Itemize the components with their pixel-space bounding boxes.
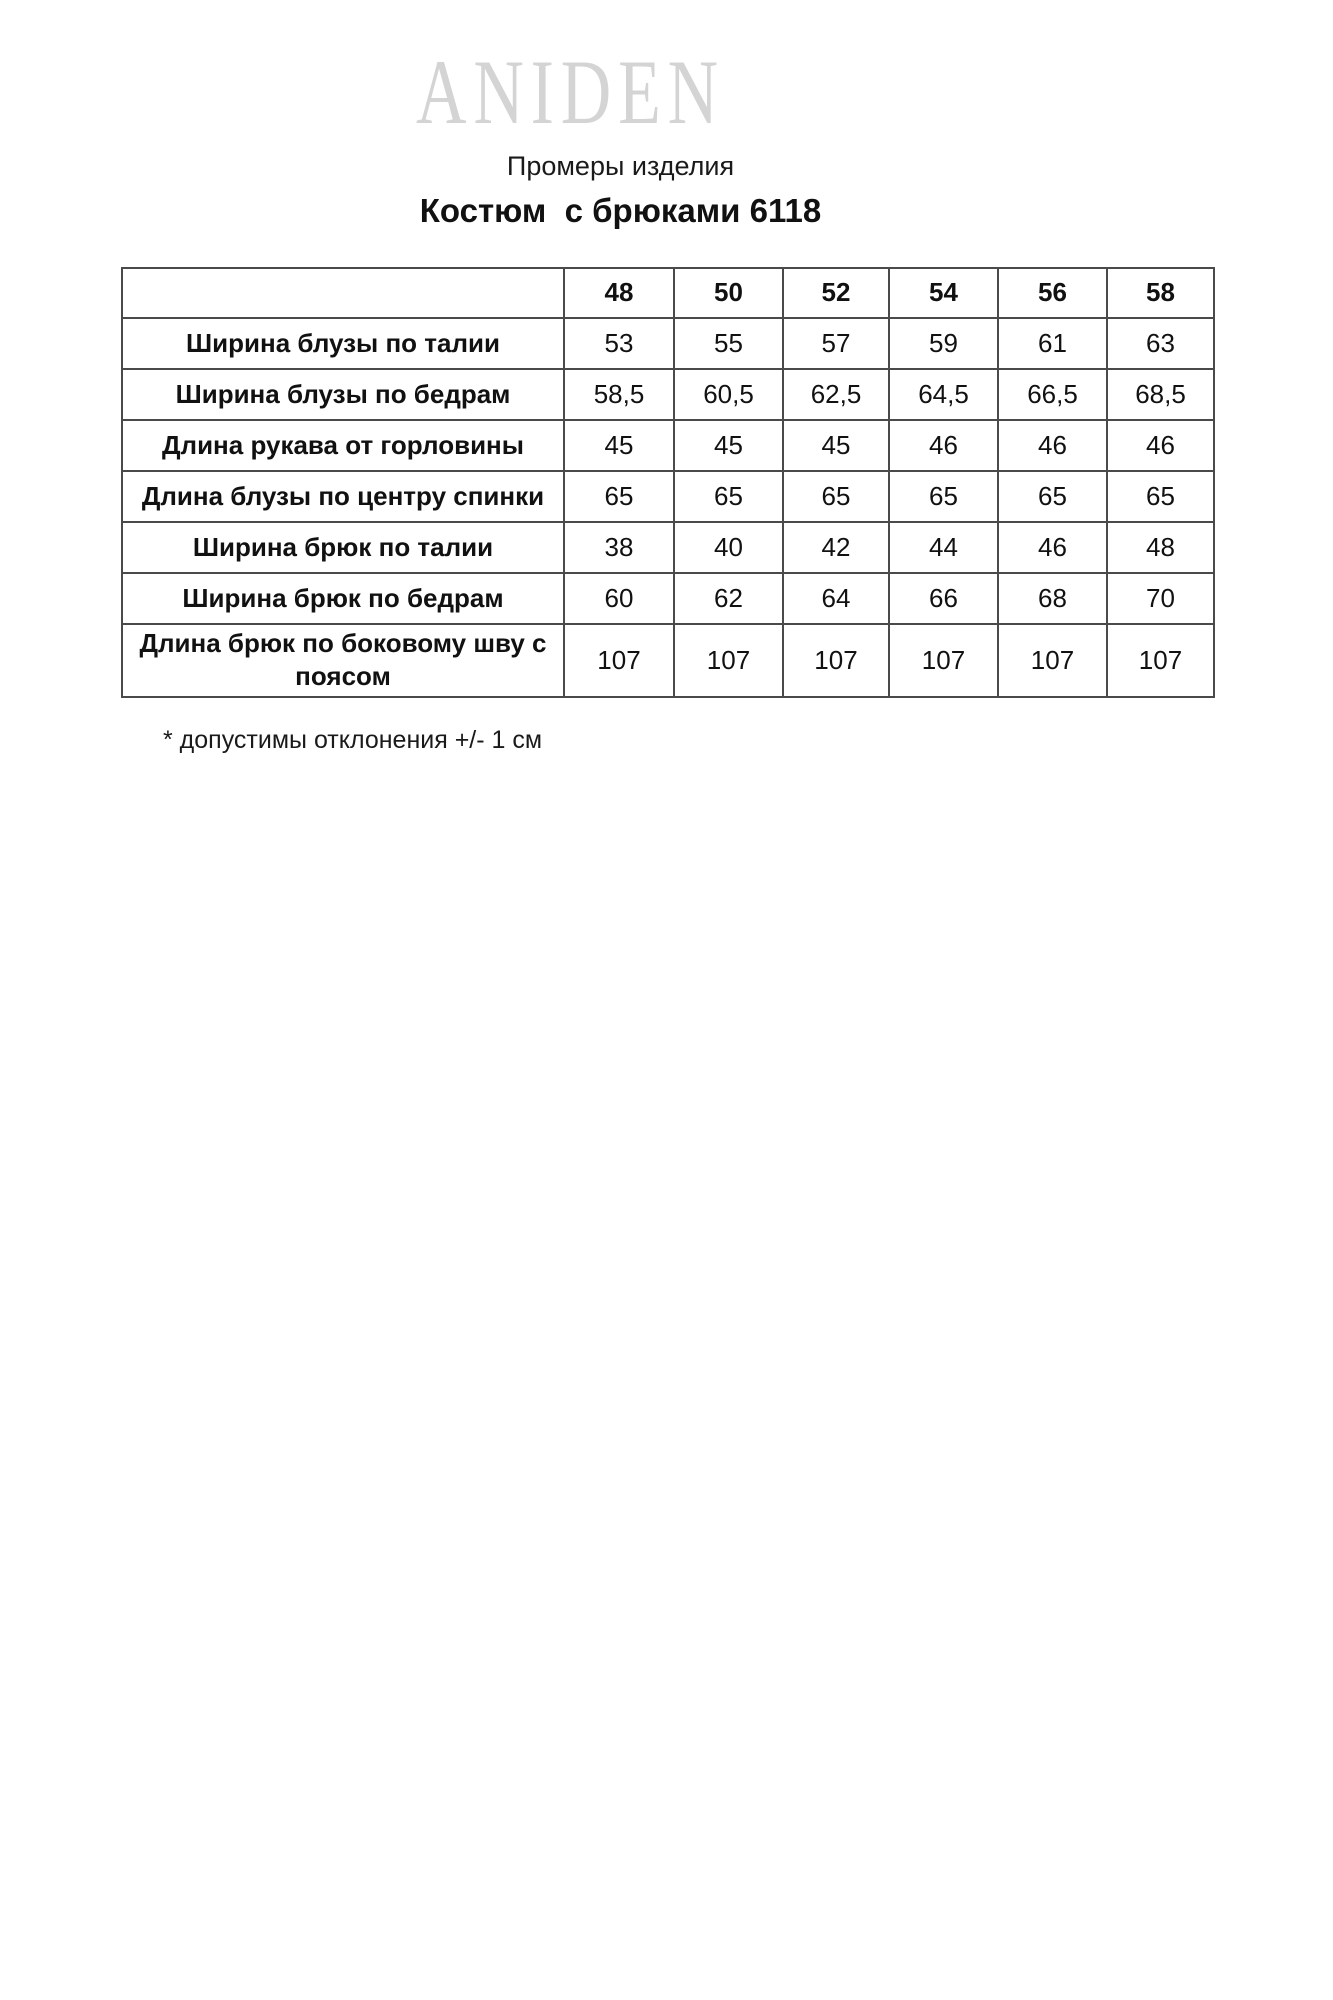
measurement-label: Длина рукава от горловины bbox=[121, 419, 565, 472]
size-header-cell: 48 bbox=[563, 267, 675, 319]
measurement-value: 46 bbox=[888, 419, 999, 472]
table-row: Ширина блузы по бедрам 58,5 60,5 62,5 64… bbox=[121, 368, 1215, 421]
measurement-value: 57 bbox=[782, 317, 890, 370]
tolerance-footnote: * допустимы отклонения +/- 1 см bbox=[163, 726, 543, 754]
measurement-value: 48 bbox=[1106, 521, 1215, 574]
measurement-label: Ширина блузы по талии bbox=[121, 317, 565, 370]
measurement-label: Ширина брюк по талии bbox=[121, 521, 565, 574]
measurement-value: 53 bbox=[563, 317, 675, 370]
measurement-value: 66 bbox=[888, 572, 999, 625]
measurement-value: 65 bbox=[997, 470, 1108, 523]
measurement-value: 61 bbox=[997, 317, 1108, 370]
table-row: Длина брюк по боковому шву с поясом 107 … bbox=[121, 623, 1215, 698]
measurement-value: 64,5 bbox=[888, 368, 999, 421]
measurement-value: 107 bbox=[563, 623, 675, 698]
measurement-value: 65 bbox=[673, 470, 784, 523]
size-header-cell: 54 bbox=[888, 267, 999, 319]
measurement-value: 38 bbox=[563, 521, 675, 574]
table-row: Длина рукава от горловины 45 45 45 46 46… bbox=[121, 419, 1215, 472]
measurement-label: Длина блузы по центру спинки bbox=[121, 470, 565, 523]
size-header-cell: 52 bbox=[782, 267, 890, 319]
measurement-value: 46 bbox=[997, 419, 1108, 472]
measurement-value: 60,5 bbox=[673, 368, 784, 421]
measurement-value: 45 bbox=[563, 419, 675, 472]
measurement-value: 107 bbox=[1106, 623, 1215, 698]
page-title: Костюм с брюками 6118 bbox=[419, 192, 822, 229]
measurement-value: 64 bbox=[782, 572, 890, 625]
page-subtitle: Промеры изделия bbox=[506, 151, 735, 181]
measurements-table: 48 50 52 54 56 58 Ширина блузы по талии … bbox=[121, 267, 1215, 698]
measurement-value: 68,5 bbox=[1106, 368, 1215, 421]
measurement-value: 58,5 bbox=[563, 368, 675, 421]
size-header-cell: 56 bbox=[997, 267, 1108, 319]
measurement-value: 40 bbox=[673, 521, 784, 574]
measurement-value: 46 bbox=[997, 521, 1108, 574]
table-row: Длина блузы по центру спинки 65 65 65 65… bbox=[121, 470, 1215, 523]
measurement-value: 70 bbox=[1106, 572, 1215, 625]
table-row: Ширина блузы по талии 53 55 57 59 61 63 bbox=[121, 317, 1215, 370]
corner-cell bbox=[121, 267, 565, 319]
measurement-value: 59 bbox=[888, 317, 999, 370]
measurement-value: 46 bbox=[1106, 419, 1215, 472]
measurement-value: 62,5 bbox=[782, 368, 890, 421]
measurement-value: 65 bbox=[563, 470, 675, 523]
measurement-value: 45 bbox=[782, 419, 890, 472]
measurement-value: 44 bbox=[888, 521, 999, 574]
measurement-value: 55 bbox=[673, 317, 784, 370]
measurement-value: 42 bbox=[782, 521, 890, 574]
measurement-value: 62 bbox=[673, 572, 784, 625]
table-row: Ширина брюк по талии 38 40 42 44 46 48 bbox=[121, 521, 1215, 574]
measurement-value: 45 bbox=[673, 419, 784, 472]
size-header-cell: 50 bbox=[673, 267, 784, 319]
measurement-value: 107 bbox=[782, 623, 890, 698]
measurement-value: 107 bbox=[673, 623, 784, 698]
measurement-value: 107 bbox=[888, 623, 999, 698]
measurement-value: 60 bbox=[563, 572, 675, 625]
measurement-label: Длина брюк по боковому шву с поясом bbox=[121, 623, 565, 698]
measurement-value: 107 bbox=[997, 623, 1108, 698]
measurement-value: 65 bbox=[888, 470, 999, 523]
measurement-label: Ширина блузы по бедрам bbox=[121, 368, 565, 421]
size-header-cell: 58 bbox=[1106, 267, 1215, 319]
measurement-value: 65 bbox=[1106, 470, 1215, 523]
size-header-row: 48 50 52 54 56 58 bbox=[121, 267, 1215, 319]
measurement-value: 65 bbox=[782, 470, 890, 523]
measurement-value: 63 bbox=[1106, 317, 1215, 370]
table-row: Ширина брюк по бедрам 60 62 64 66 68 70 bbox=[121, 572, 1215, 625]
measurement-value: 68 bbox=[997, 572, 1108, 625]
measurement-label: Ширина брюк по бедрам bbox=[121, 572, 565, 625]
measurement-value: 66,5 bbox=[997, 368, 1108, 421]
brand-logo: ANIDEN bbox=[415, 41, 726, 143]
